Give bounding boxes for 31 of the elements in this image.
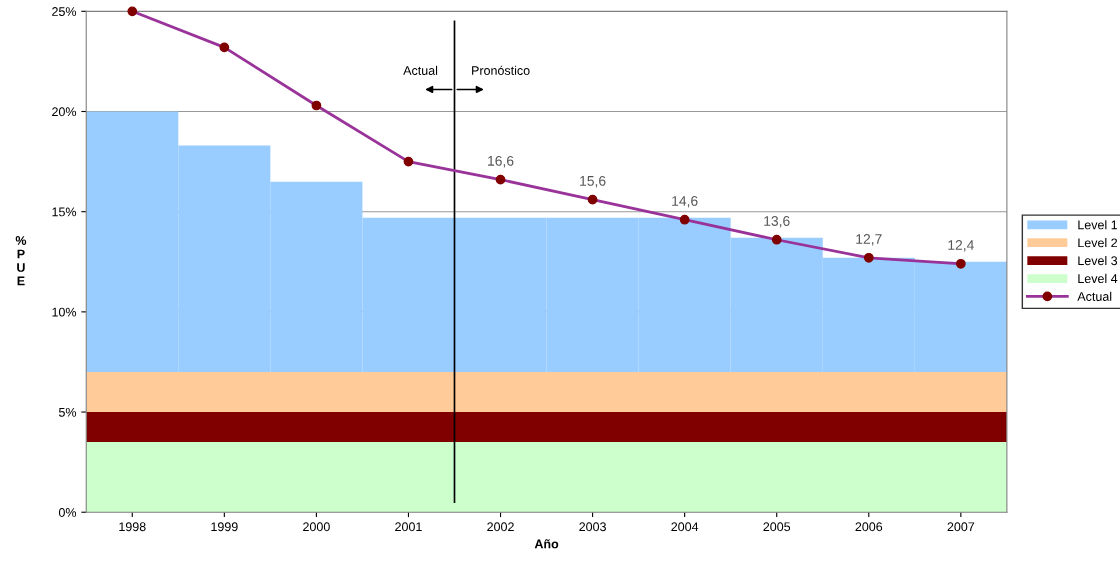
annotation: Actual [403, 65, 438, 75]
x-tick-label: 2002 [487, 522, 514, 532]
annotation: Pronóstico [472, 65, 530, 75]
y-tick-label: 25% [52, 7, 77, 16]
legend-label: Level 3 [1078, 255, 1118, 266]
y-tick-label: 15% [52, 207, 77, 217]
data-label: 15,6 [580, 175, 606, 188]
x-axis-title: Año [534, 539, 559, 549]
x-tick-label: 2000 [303, 522, 330, 532]
y-tick-label: 10% [52, 307, 77, 317]
y-tick-label: 0% [58, 508, 77, 517]
x-tick-label: 2004 [671, 522, 699, 532]
x-tick-label: 1999 [211, 522, 238, 532]
data-label: 14,6 [672, 196, 698, 208]
x-tick-label: 2005 [763, 522, 791, 532]
y-axis-title: %PUE [15, 236, 27, 286]
legend-label: Level 4 [1078, 273, 1118, 284]
x-tick-label: 2006 [855, 522, 883, 532]
data-label: 12,4 [948, 240, 974, 252]
x-tick-label: 2007 [947, 522, 975, 532]
data-label: 13,6 [764, 216, 790, 228]
legend-label: Level 1 [1078, 220, 1118, 230]
x-tick-label: 1998 [119, 522, 146, 532]
data-label: 16,6 [488, 155, 514, 168]
legend-label: Actual [1077, 291, 1112, 301]
y-tick-label: 20% [52, 107, 77, 117]
x-tick-label: 2001 [395, 522, 422, 532]
y-tick-label: 5% [58, 407, 77, 417]
data-label: 12,7 [856, 234, 882, 246]
legend-label: Level 2 [1078, 238, 1118, 248]
x-tick-label: 2003 [579, 522, 606, 532]
